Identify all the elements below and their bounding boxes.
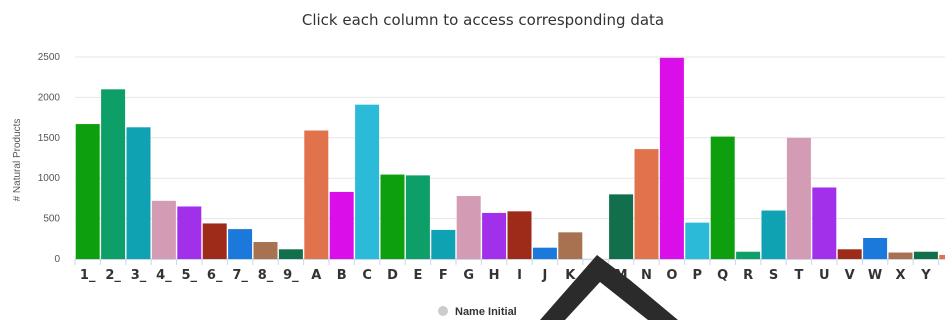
y-tick-label: 0 (54, 254, 60, 265)
bar-A[interactable] (304, 130, 329, 259)
x-tick-label: E (413, 268, 422, 283)
bar-U[interactable] (812, 187, 837, 259)
x-tick-label: V (845, 268, 855, 283)
x-tick-label: N (641, 268, 652, 283)
x-tick-label: 3_ (131, 268, 147, 283)
bar-V[interactable] (837, 249, 862, 259)
y-tick-label: 2000 (38, 92, 61, 103)
bar-1[interactable] (75, 124, 100, 260)
bar-C[interactable] (355, 104, 380, 259)
x-axis: 1_2_3_4_5_6_7_8_9_ABCDEFGHIJKLMNOPQRSTUV… (74, 259, 945, 283)
bar-I[interactable] (507, 211, 532, 259)
x-tick-label: P (693, 268, 703, 283)
bar-J[interactable] (532, 247, 557, 259)
bar-N[interactable] (634, 149, 659, 259)
y-tick-label: 2500 (38, 52, 61, 63)
x-tick-label: O (666, 268, 677, 283)
x-tick-label: 9_ (283, 268, 299, 283)
bar-E[interactable] (405, 175, 430, 259)
x-tick-label: X (895, 268, 905, 283)
y-tick-label: 1500 (38, 133, 61, 144)
bar-X[interactable] (888, 252, 913, 259)
legend-marker (438, 306, 448, 316)
chart-title: Click each column to access correspondin… (302, 11, 664, 29)
legend[interactable]: Name Initial (438, 306, 517, 318)
x-tick-label: Q (717, 268, 728, 283)
bar-D[interactable] (380, 174, 405, 259)
bar-3[interactable] (126, 127, 151, 260)
x-tick-label: 8_ (258, 268, 274, 283)
bar-Q[interactable] (710, 136, 735, 259)
bar-Y[interactable] (913, 251, 938, 259)
x-tick-label: 7_ (232, 268, 248, 283)
bar-R[interactable] (736, 251, 761, 259)
bar-9[interactable] (278, 249, 303, 259)
x-tick-label: 2_ (105, 268, 121, 283)
cursor-arrow-icon (540, 255, 678, 320)
x-tick-label: G (463, 268, 474, 283)
x-tick-label: R (743, 268, 753, 283)
bar-5[interactable] (177, 206, 202, 259)
x-tick-label: 1_ (80, 268, 96, 283)
bar-O[interactable] (659, 57, 684, 259)
x-tick-label: I (517, 268, 522, 283)
x-tick-label: 6_ (207, 268, 223, 283)
bar-M[interactable] (609, 194, 634, 259)
y-axis-label: # Natural Products (12, 119, 23, 202)
x-tick-label: U (819, 268, 830, 283)
x-tick-label: J (541, 268, 547, 283)
bar-H[interactable] (482, 212, 507, 259)
bar-2[interactable] (101, 89, 126, 259)
x-tick-label: B (337, 268, 347, 283)
bar-K[interactable] (558, 232, 583, 259)
x-tick-label: W (868, 268, 882, 283)
bar-Z[interactable] (939, 254, 945, 259)
y-axis: 0 500 1000 1500 2000 2500 (38, 52, 61, 265)
bar-S[interactable] (761, 210, 786, 259)
legend-label: Name Initial (455, 306, 517, 318)
bars (75, 57, 945, 260)
x-tick-label: Y (920, 268, 931, 283)
x-tick-label: 5_ (182, 268, 198, 283)
bar-8[interactable] (253, 242, 278, 259)
bar-B[interactable] (329, 191, 354, 259)
bar-4[interactable] (151, 200, 176, 259)
y-tick-label: 1000 (38, 173, 61, 184)
x-tick-label: S (769, 268, 778, 283)
bar-F[interactable] (431, 229, 456, 259)
x-tick-label: H (489, 268, 500, 283)
bar-G[interactable] (456, 195, 481, 259)
x-tick-label: F (439, 268, 448, 283)
x-tick-label: 4_ (156, 268, 172, 283)
bar-7[interactable] (228, 229, 253, 259)
x-tick-label: D (387, 268, 398, 283)
x-tick-label: A (311, 268, 321, 283)
bar-6[interactable] (202, 223, 227, 259)
bar-T[interactable] (786, 137, 811, 259)
x-tick-label: C (362, 268, 372, 283)
x-tick-label: T (794, 268, 803, 283)
bar-P[interactable] (685, 222, 710, 259)
y-tick-label: 500 (43, 214, 60, 225)
x-tick-label: K (565, 268, 576, 283)
bar-W[interactable] (863, 237, 888, 259)
